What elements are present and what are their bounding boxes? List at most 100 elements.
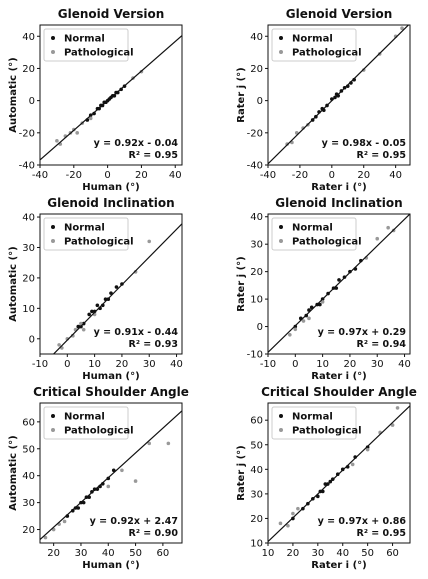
y-axis-label: Rater j (°) — [236, 445, 247, 500]
x-tick-label: 20 — [287, 548, 300, 559]
fit-line — [52, 223, 182, 354]
legend-box — [271, 28, 357, 62]
legend-label: Pathological — [292, 426, 362, 437]
legend-label: Pathological — [64, 237, 134, 248]
x-axis-label: Rater i (°) — [311, 371, 366, 382]
panel: Glenoid Version Human (°) Automatic (°) -40… — [8, 7, 183, 193]
y-tick-label: 20 — [22, 525, 35, 536]
plot-area — [268, 25, 410, 165]
plot-area — [268, 214, 410, 353]
point — [307, 316, 311, 321]
x-tick-label: 20 — [116, 359, 129, 370]
legend-marker — [279, 239, 283, 243]
point — [95, 303, 100, 308]
panel-title: Glenoid Inclination — [275, 196, 402, 210]
y-tick-label: -10 — [247, 350, 263, 361]
y-axis-label: Automatic (°) — [8, 435, 19, 510]
y-tick-label: 40 — [22, 32, 35, 43]
fit-equation: y = 0.92x - 0.04 — [94, 138, 179, 149]
legend-marker — [279, 428, 283, 432]
point — [76, 506, 81, 510]
y-tick-label: 20 — [250, 514, 263, 525]
y-tick-label: 50 — [250, 440, 263, 451]
legend-label: Pathological — [292, 237, 362, 248]
point — [291, 511, 295, 516]
y-tick-label: -20 — [19, 128, 35, 139]
y-tick-label: 50 — [22, 444, 35, 455]
point — [286, 524, 290, 528]
point — [390, 423, 395, 427]
y-axis-label: Automatic (°) — [8, 57, 19, 132]
fit-line — [40, 35, 182, 161]
point — [62, 519, 67, 524]
y-tick-label: 40 — [250, 465, 263, 476]
legend-box — [271, 217, 357, 251]
y-tick-label: -20 — [247, 128, 263, 139]
fit-line — [40, 410, 182, 541]
panel-title: Glenoid Version — [286, 7, 393, 21]
y-tick-label: 30 — [250, 489, 263, 500]
x-axis-label: Rater i (°) — [311, 182, 366, 193]
legend-marker — [51, 36, 55, 40]
point — [147, 239, 152, 244]
x-tick-label: 10 — [262, 548, 275, 559]
r-squared: R² = 0.94 — [357, 339, 407, 350]
legend-marker — [279, 50, 283, 54]
legend-label: Pathological — [64, 426, 134, 437]
y-tick-label: 0 — [257, 322, 263, 333]
frame — [39, 402, 183, 544]
plot-area — [52, 223, 182, 354]
point — [133, 270, 138, 274]
legend-box — [43, 217, 129, 251]
x-tick-label: 40 — [398, 359, 411, 370]
point — [288, 332, 292, 337]
legend-marker — [51, 50, 55, 54]
y-tick-label: 20 — [250, 64, 263, 75]
x-axis-label: Human (°) — [82, 182, 139, 193]
panel: Glenoid Inclination Human (°) Automatic (°… — [8, 196, 183, 382]
y-tick-label: 10 — [22, 304, 35, 315]
point — [120, 468, 124, 473]
x-tick-label: 40 — [169, 170, 182, 181]
y-tick-label: 30 — [250, 240, 263, 251]
x-axis-label: Rater i (°) — [311, 560, 366, 571]
legend-marker — [51, 225, 55, 229]
fit-equation: y = 0.92x + 2.47 — [90, 516, 178, 527]
x-tick-label: 40 — [170, 359, 183, 370]
y-tick-label: 20 — [22, 64, 35, 75]
x-tick-label: 60 — [386, 548, 399, 559]
x-tick-label: 30 — [371, 359, 384, 370]
frame — [39, 213, 183, 355]
r-squared: R² = 0.90 — [129, 528, 179, 539]
x-tick-label: 20 — [344, 359, 357, 370]
y-tick-label: 0 — [29, 96, 35, 107]
x-tick-label: 40 — [102, 548, 115, 559]
panel-title: Glenoid Version — [58, 7, 165, 21]
legend-label: Normal — [64, 223, 105, 234]
y-tick-label: -40 — [19, 161, 35, 172]
r-squared: R² = 0.95 — [357, 150, 407, 161]
y-axis-label: Automatic (°) — [8, 246, 19, 321]
x-tick-label: -20 — [292, 170, 308, 181]
point — [106, 484, 111, 489]
legend-label: Pathological — [292, 48, 362, 59]
plot-area — [40, 410, 182, 541]
panel: Critical Shoulder Angle Rater i (°) Rater … — [236, 385, 417, 571]
fit-equation: y = 0.97x + 0.29 — [318, 327, 406, 338]
y-tick-label: 40 — [22, 471, 35, 482]
fit-equation: y = 0.98x - 0.05 — [322, 138, 406, 149]
fit-line — [268, 405, 410, 543]
y-axis-label: Rater j (°) — [236, 67, 247, 122]
y-tick-label: 20 — [22, 273, 35, 284]
point — [337, 278, 341, 282]
legend-marker — [279, 36, 283, 40]
x-tick-label: 30 — [311, 548, 324, 559]
x-tick-label: 20 — [135, 170, 148, 181]
x-tick-label: 50 — [129, 548, 142, 559]
point — [133, 479, 138, 483]
point — [81, 500, 86, 505]
y-tick-label: 0 — [29, 334, 35, 345]
legend-label: Normal — [292, 34, 333, 45]
legend-marker — [51, 428, 55, 432]
point — [147, 441, 152, 446]
